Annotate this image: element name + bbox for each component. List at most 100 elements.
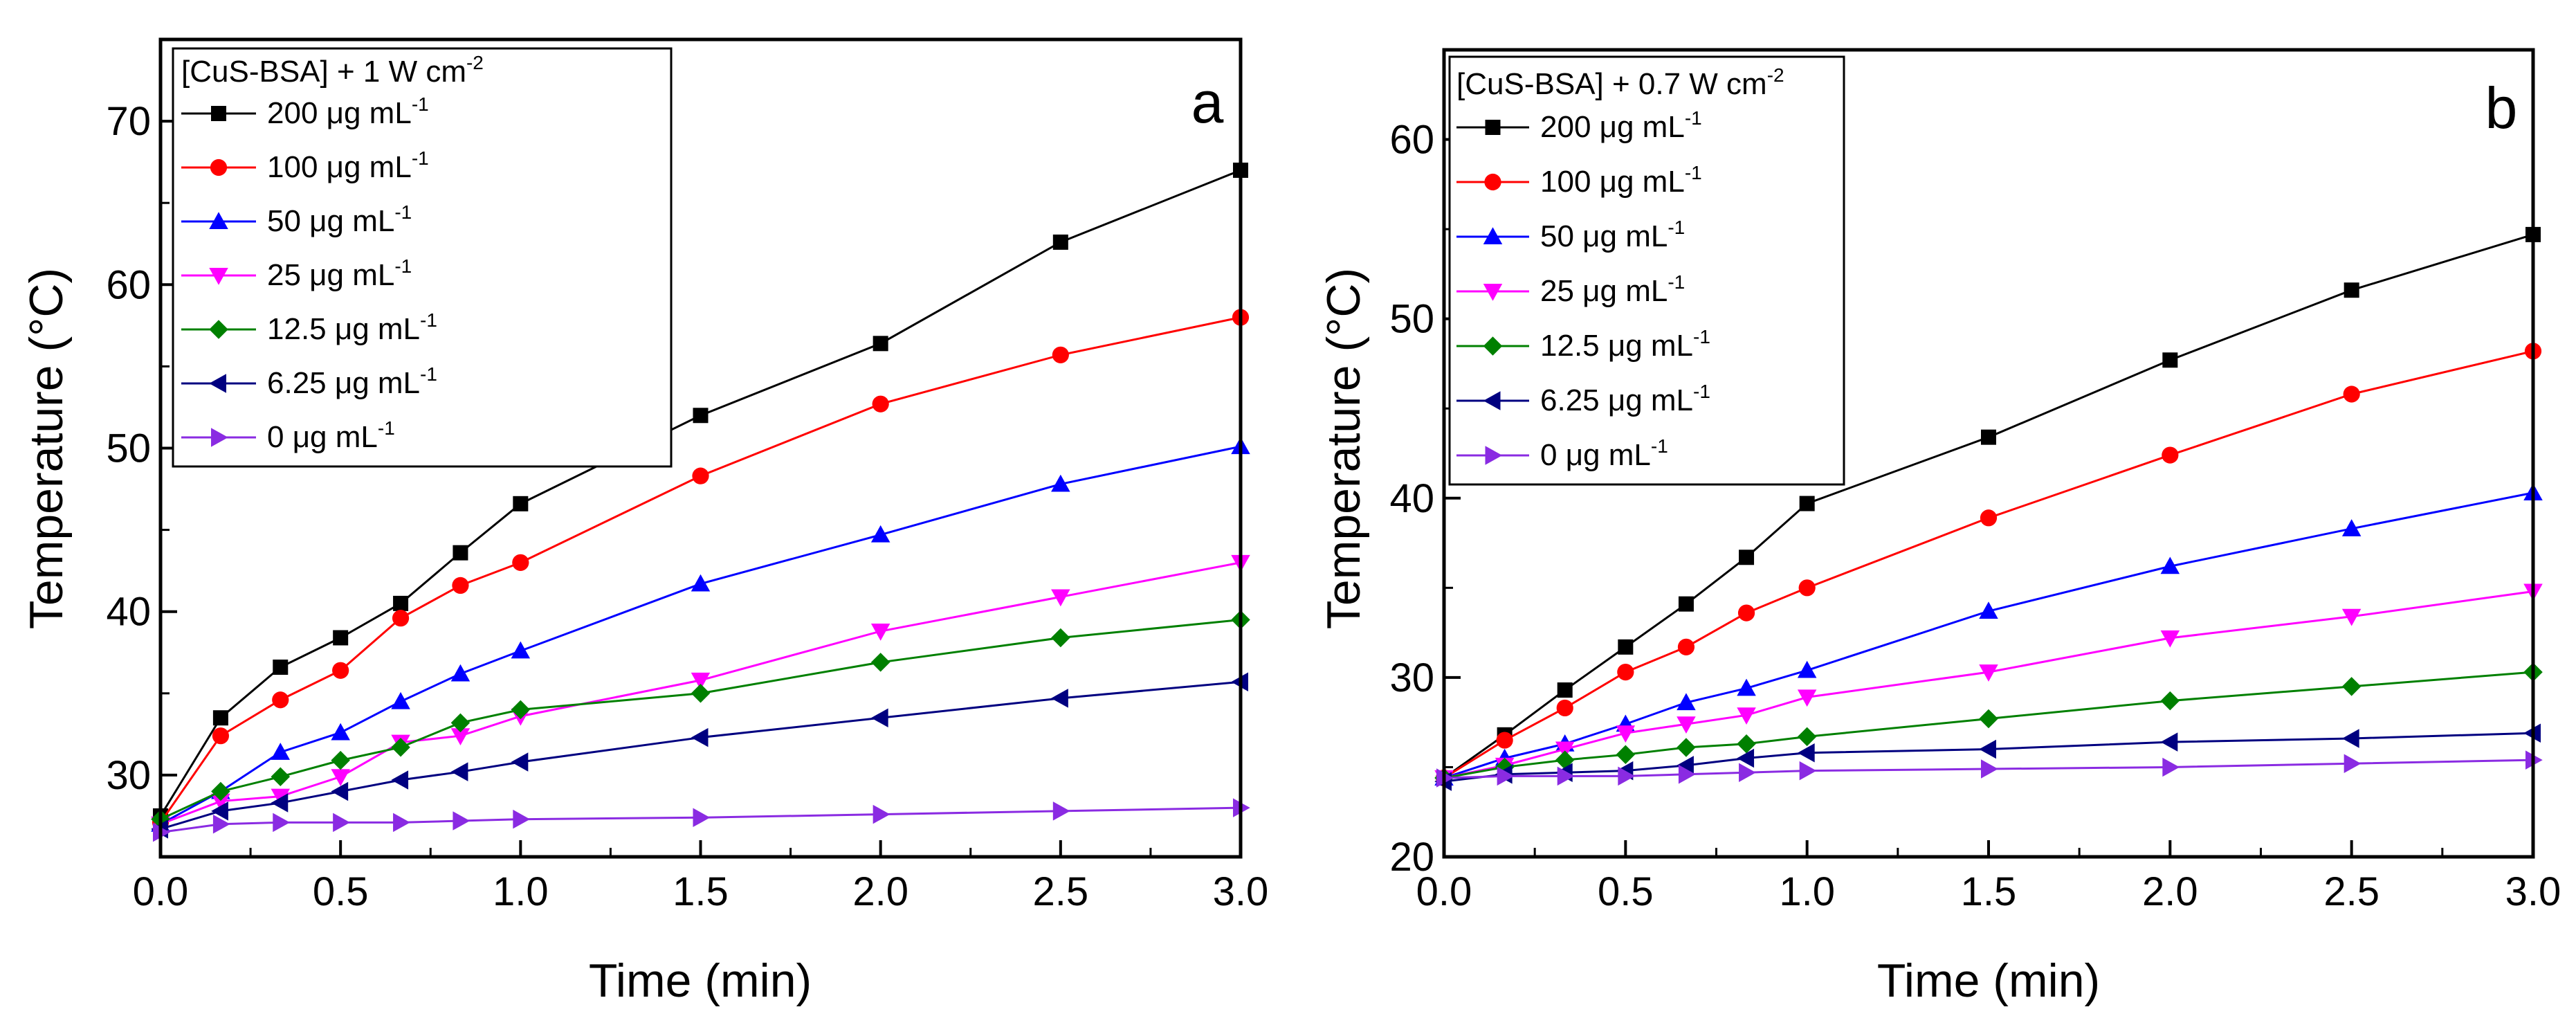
chart-b-data-point	[1979, 709, 1998, 729]
chart-b-legend-label: 6.25 μg mL-1	[1540, 381, 1710, 417]
chart-b-data-point	[1797, 660, 1817, 678]
chart-a-ytick-label: 30	[106, 753, 151, 798]
chart-a-data-point	[453, 545, 468, 561]
chart-b-legend-items: 200 μg mL-1 100 μg mL-1 50 μg mL-1 25 μg mL…	[1456, 107, 1710, 472]
chart-a-legend-marker	[211, 428, 228, 447]
chart-a-data-point	[271, 767, 291, 787]
chart-a-data-point	[212, 815, 230, 834]
chart-a-data-point	[1052, 234, 1068, 250]
chart-b-xtick-label: 2.0	[2142, 869, 2198, 914]
chart-a-legend-item: 50 μg mL-1	[181, 201, 412, 238]
chart-b-ytick-label: 60	[1389, 118, 1434, 163]
chart-b-data-point	[1678, 596, 1694, 612]
chart-a-legend-item: 100 μg mL-1	[181, 147, 429, 184]
chart-b-legend-title-sup: -2	[1767, 64, 1784, 86]
chart-a-data-point	[333, 813, 350, 833]
chart-a-data-point	[450, 664, 471, 682]
chart-a-data-point	[331, 750, 350, 770]
chart-b-legend-marker	[1483, 284, 1503, 301]
chart-a-data-point	[870, 708, 888, 727]
chart-b-xtick-label: 0.0	[1416, 869, 1472, 914]
chart-a-legend-item: 25 μg mL-1	[181, 255, 412, 292]
chart-a-xtick-label: 0.5	[313, 869, 369, 914]
chart-a-data-point	[273, 660, 289, 675]
chart-b-data-point	[2160, 732, 2178, 752]
chart-a-data-point	[1051, 628, 1070, 648]
chart-b-data-point	[1798, 579, 1816, 597]
chart-b-legend-item: 6.25 μg mL-1	[1456, 381, 1710, 417]
chart-b-data-point	[2341, 729, 2359, 748]
chart-a-legend-marker	[209, 320, 228, 339]
chart-b-legend-item: 50 μg mL-1	[1456, 217, 1685, 253]
chart-a-data-point	[391, 770, 409, 790]
chart-a-data-point	[331, 769, 350, 787]
chart-a-data-point	[391, 737, 410, 757]
chart-b-data-point	[1797, 743, 1815, 763]
chart-a-data-point	[870, 624, 890, 641]
chart-a-data-point	[211, 801, 228, 821]
chart-b-legend-marker	[1483, 391, 1501, 410]
chart-b-data-point	[1737, 707, 1756, 725]
chart-a-legend-label: 50 μg mL-1	[267, 201, 412, 238]
chart-b-data-point	[1557, 682, 1573, 698]
chart-b-data-point	[1981, 429, 1996, 445]
chart-b-data-point	[2341, 519, 2362, 536]
chart-b-data-point	[1556, 699, 1573, 717]
chart-b-data-point	[2344, 282, 2359, 298]
chart-b-legend-item: 0 μg mL-1	[1456, 435, 1668, 472]
chart-a-legend-marker	[210, 158, 228, 176]
chart-b-data-point	[2341, 608, 2362, 626]
chart-b-xtick-label: 1.0	[1779, 869, 1835, 914]
chart-a-ylabel: Temperature (°C)	[20, 268, 73, 629]
chart-a-data-point	[1051, 474, 1070, 492]
chart-a-panel-label: a	[1191, 70, 1224, 135]
chart-a-legend-item: 200 μg mL-1	[181, 93, 429, 130]
chart-a-data-point	[691, 672, 711, 690]
chart-a-data-point	[392, 610, 410, 627]
chart-b-data-point	[1677, 738, 1696, 757]
chart-b-series-6	[1436, 750, 2543, 788]
chart-a-data-point	[271, 743, 291, 760]
chart-b-data-point	[1616, 725, 1636, 743]
chart-a-legend-label: 100 μg mL-1	[267, 147, 429, 184]
chart-b-data-point	[1797, 727, 1817, 747]
chart-a-plot-area	[151, 162, 1250, 842]
chart-b-legend-marker	[1485, 120, 1501, 135]
chart-a-legend-item: 0 μg mL-1	[181, 417, 395, 454]
chart-a: 0.0 0.5 1.0 1.5 2.0 2.5 3.0 30 40 50 60 70 a Time (…	[20, 37, 1268, 1007]
chart-b-legend-title: [CuS-BSA] + 0.7 W cm-2	[1456, 64, 1784, 101]
chart-b-data-point	[1799, 761, 1817, 781]
chart-b-data-point	[2344, 754, 2362, 774]
chart-a-legend-items: 200 μg mL-1 100 μg mL-1 50 μg mL-1 25 μg mL…	[181, 93, 437, 454]
chart-a-legend-item: 6.25 μg mL-1	[181, 363, 437, 400]
chart-b-data-point	[1555, 741, 1575, 759]
chart-b-legend-label: 100 μg mL-1	[1540, 162, 1702, 199]
chart-b-data-point	[2343, 386, 2360, 403]
chart-a-legend: [CuS-BSA] + 1 W cm-2 200 μg mL-1 100 μg m…	[172, 47, 673, 468]
chart-a-data-point	[1052, 346, 1069, 363]
chart-a-legend-title-sup: -2	[466, 52, 484, 73]
chart-b-data-point	[1799, 496, 1815, 511]
chart-a-legend-label: 200 μg mL-1	[267, 93, 429, 130]
chart-a-series-5	[151, 672, 1248, 839]
chart-a-legend-title: [CuS-BSA] + 1 W cm-2	[181, 52, 484, 89]
chart-a-series-0	[153, 162, 1248, 824]
chart-a-data-point	[693, 808, 711, 828]
chart-b-legend: [CuS-BSA] + 0.7 W cm-2 200 μg mL-1 100 μg…	[1448, 55, 1845, 486]
chart-a-data-point	[513, 496, 529, 511]
chart-a-data-point	[511, 641, 531, 659]
chart-a-legend-label: 12.5 μg mL-1	[267, 309, 437, 346]
chart-a-data-point	[1051, 689, 1068, 708]
chart-a-data-point	[331, 723, 350, 741]
chart-b-xtick-label: 1.5	[1961, 869, 2017, 914]
chart-a-data-point	[453, 811, 471, 831]
chart-a-legend-marker	[209, 374, 226, 393]
chart-b-data-point	[1739, 550, 1755, 565]
chart-a-legend-box	[172, 47, 673, 468]
chart-a-series-line	[160, 619, 1241, 821]
chart-b-data-point	[2341, 677, 2362, 696]
chart-a-xtick-label: 2.5	[1033, 869, 1089, 914]
chart-a-data-point	[870, 525, 890, 543]
chart-a-series-4	[151, 610, 1250, 829]
chart-b-data-point	[1737, 604, 1755, 622]
